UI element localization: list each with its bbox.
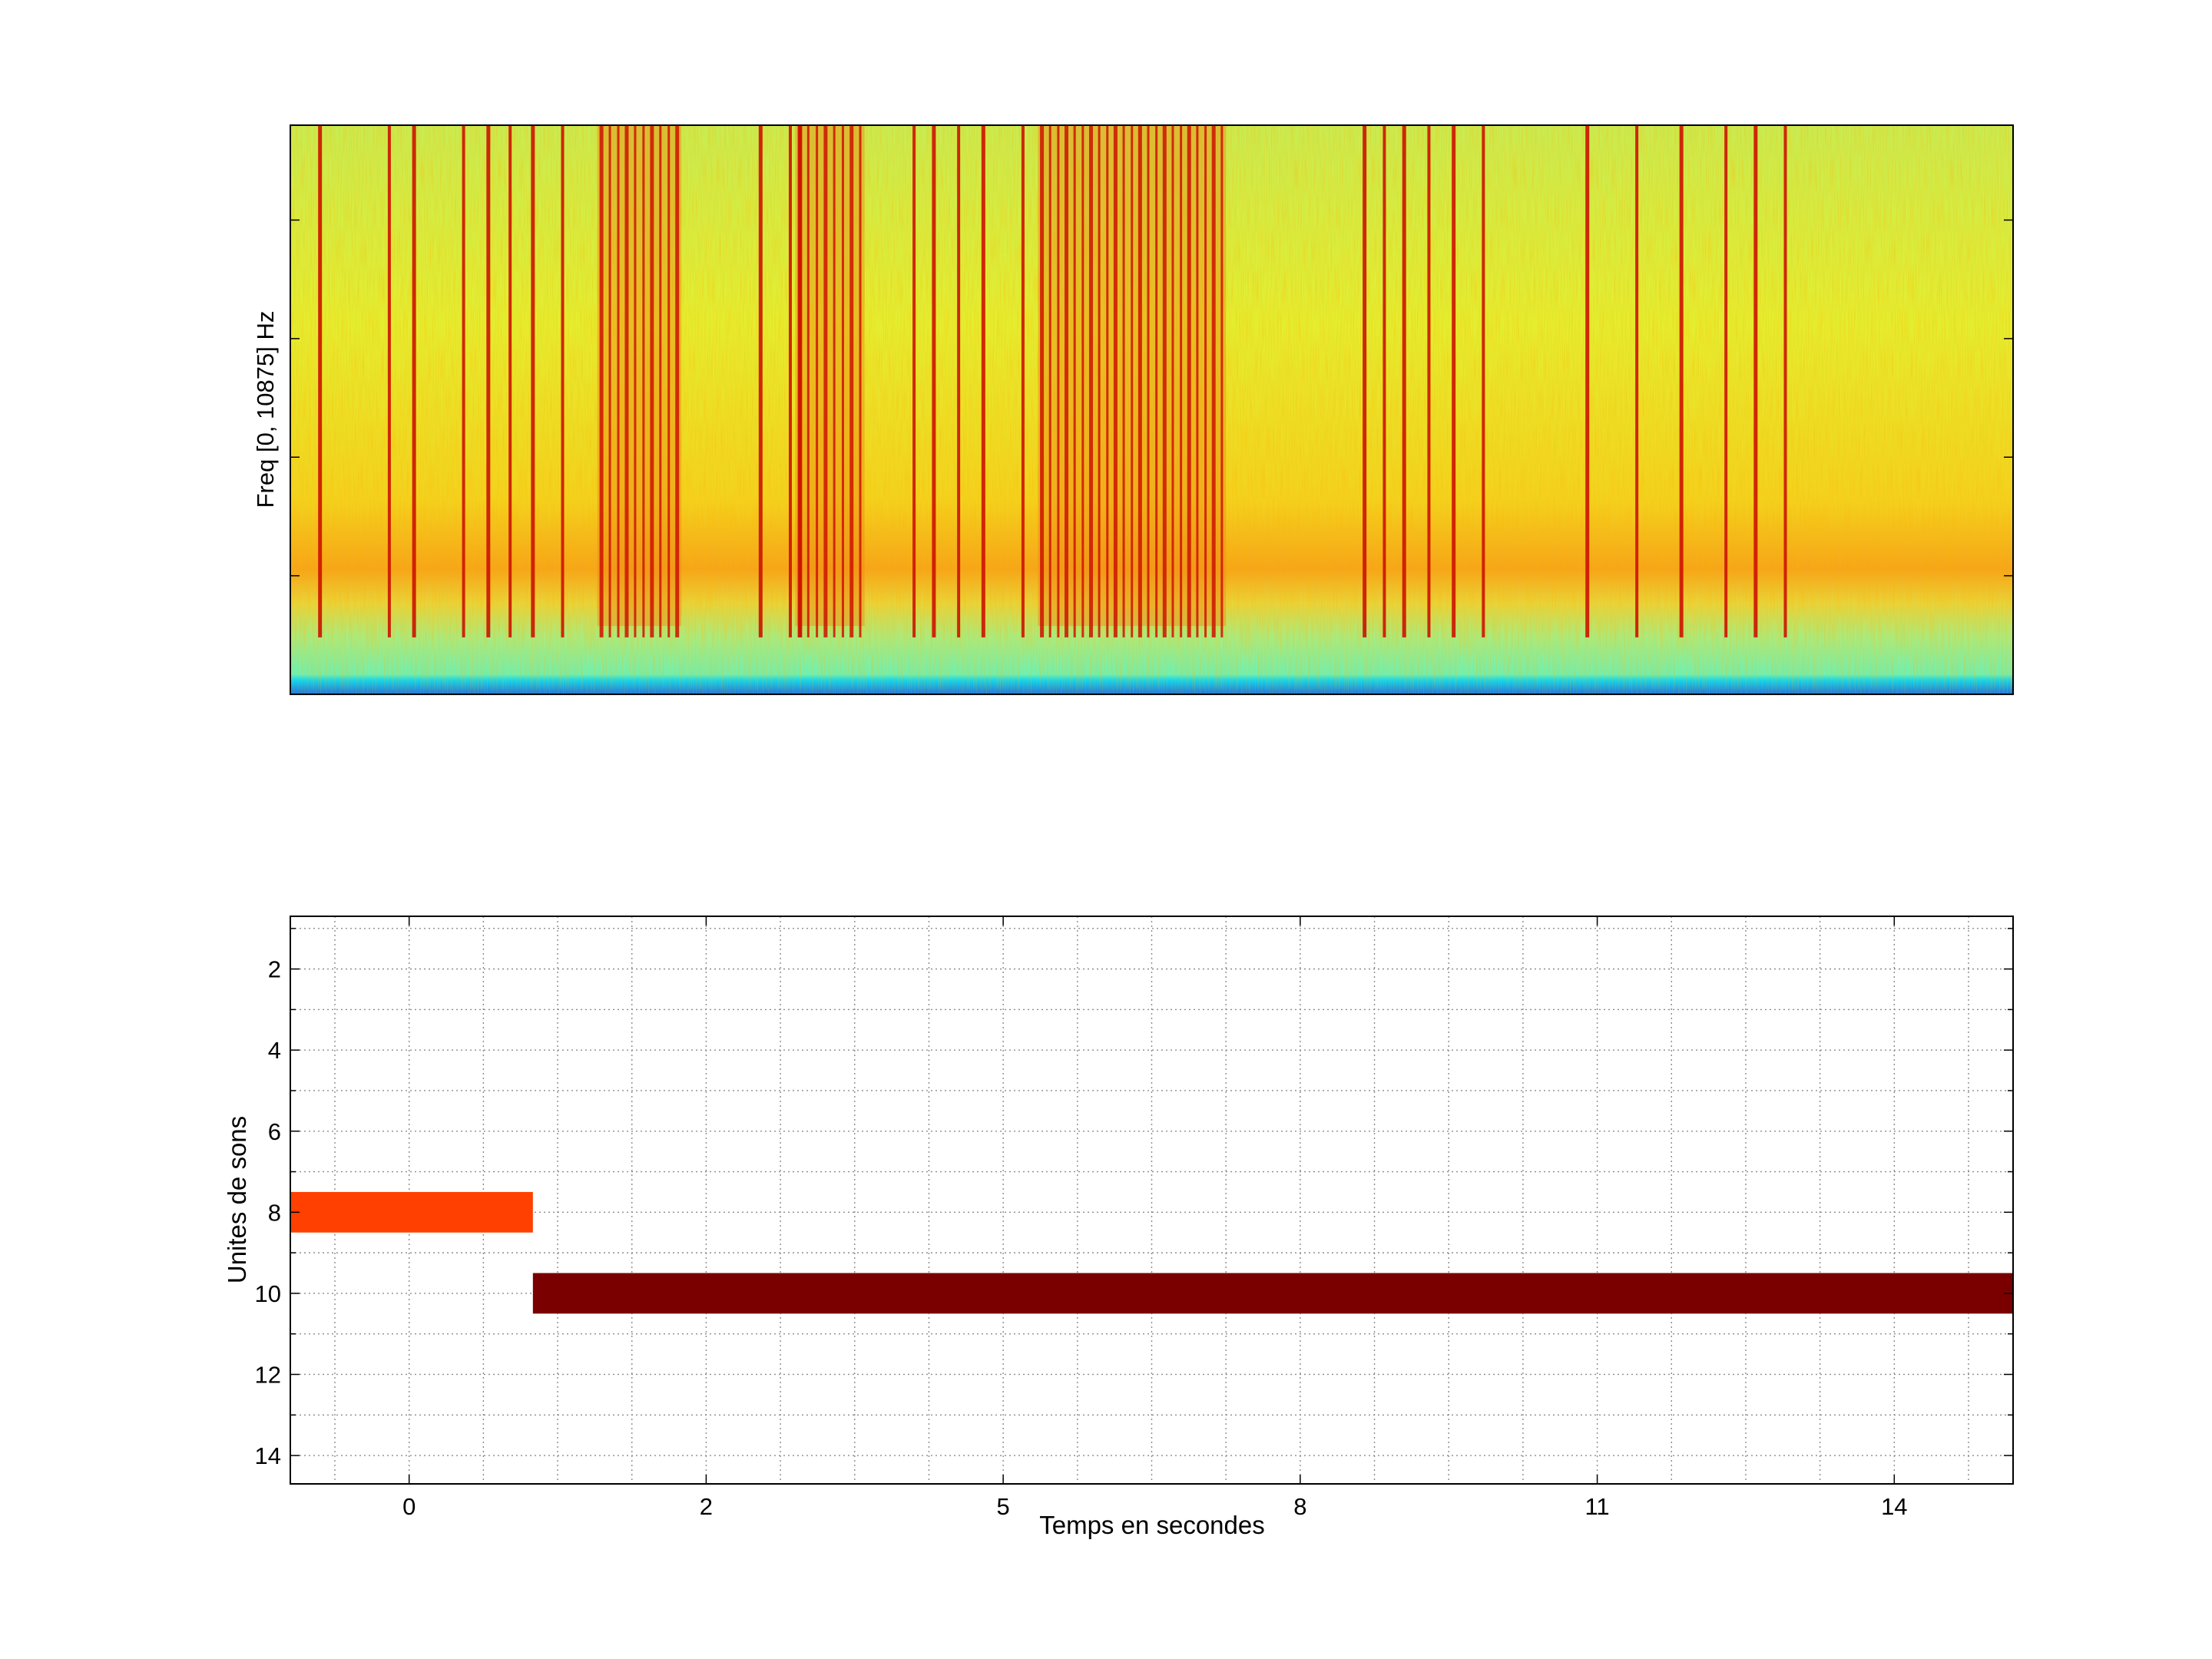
units-ticks [290, 916, 2013, 1484]
spectrogram-dense-clusters [597, 125, 1227, 637]
units-x-tick-label: 14 [1881, 1493, 1907, 1520]
units-x-tick-label: 0 [402, 1493, 416, 1520]
units-x-tick-label: 11 [1584, 1493, 1609, 1520]
units-x-tick-label: 5 [997, 1493, 1010, 1520]
sound-unit-bar [290, 1191, 533, 1233]
units-frame [290, 916, 2014, 1485]
units-grid [290, 916, 2013, 1484]
units-plot-background [290, 916, 2013, 1484]
units-bars [290, 1191, 2013, 1314]
spectrogram-cluster [795, 125, 865, 627]
sound-unit-bar [532, 1273, 2013, 1314]
units-y-tick-labels: 2 4 6 8 10 12 14 [255, 956, 281, 1469]
units-y-tick-label: 2 [268, 956, 281, 983]
units-y-tick-label: 4 [268, 1037, 281, 1064]
spectrogram-onset-lines [318, 125, 1787, 637]
units-y-tick-label: 12 [255, 1361, 281, 1388]
spectrogram-cluster [597, 125, 682, 627]
units-ylabel: Unites de sons [223, 1116, 251, 1283]
units-x-tick-label: 2 [700, 1493, 713, 1520]
units-y-tick-label: 14 [255, 1442, 281, 1469]
units-y-tick-label: 8 [268, 1199, 281, 1226]
units-y-tick-label: 10 [255, 1280, 281, 1307]
spectrogram-ylabel: Freq [0, 10875] Hz [252, 311, 279, 508]
spectrogram-axes: Freq [0, 10875] Hz [252, 124, 2014, 695]
units-y-tick-label: 6 [268, 1118, 281, 1145]
units-x-tick-label: 8 [1293, 1493, 1306, 1520]
units-axes: 0 2 5 8 11 14 2 4 6 8 10 12 14 Temps en secondes Un… [223, 916, 2014, 1539]
spectrogram-frame [290, 124, 2014, 695]
spectrogram-ticks [290, 219, 2013, 577]
units-x-tick-labels: 0 2 5 8 11 14 [402, 1493, 1907, 1520]
units-xlabel: Temps en secondes [1039, 1511, 1265, 1539]
